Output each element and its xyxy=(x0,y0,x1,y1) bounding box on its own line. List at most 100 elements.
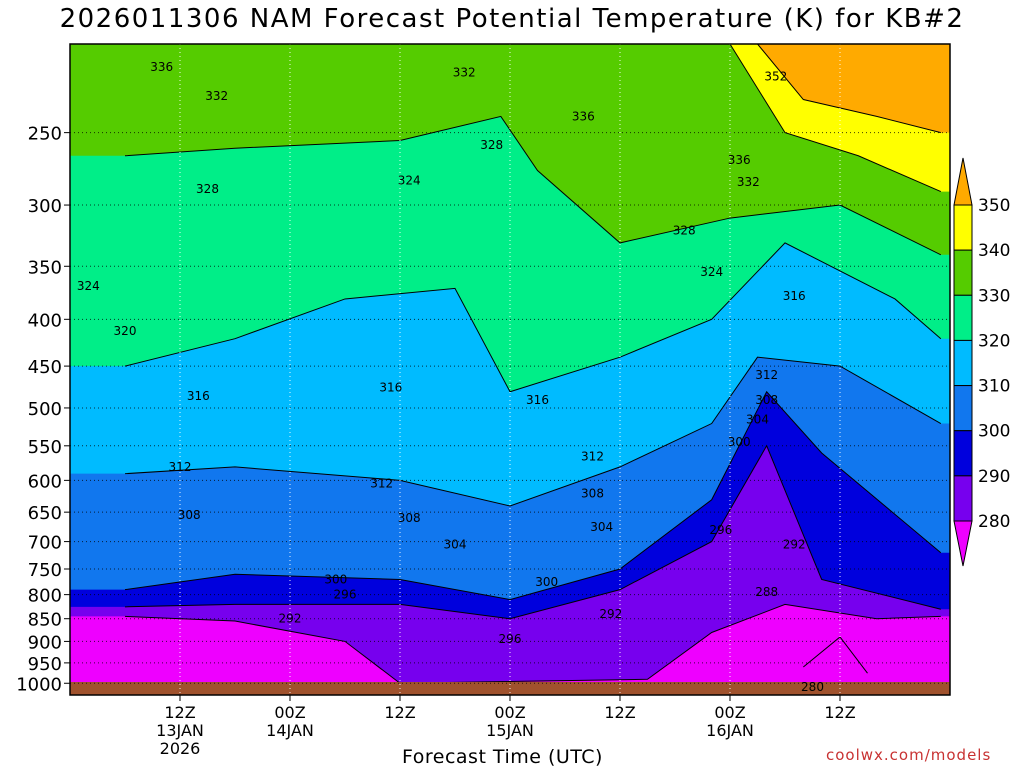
contour-label-31: 292 xyxy=(783,537,806,551)
contour-label-28: 304 xyxy=(444,537,467,551)
contour-label-23: 312 xyxy=(370,477,393,491)
colorbar-swatch-340 xyxy=(953,249,973,296)
colorbar-swatch-320 xyxy=(953,339,973,387)
contour-label-19: 308 xyxy=(755,393,778,407)
contour-label-4: 336 xyxy=(572,109,595,123)
contour-fills xyxy=(70,44,950,695)
contour-label-13: 316 xyxy=(783,289,806,303)
colorbar-label-290: 290 xyxy=(978,467,1010,487)
x-tick-label-0-1: 13JAN xyxy=(156,721,204,740)
source-credit[interactable]: coolwx.com/models xyxy=(826,746,992,764)
contour-label-7: 332 xyxy=(737,175,760,189)
contour-label-16: 316 xyxy=(379,381,402,395)
x-tick-label-5-0: 00Z xyxy=(714,703,745,722)
contour-label-text: 312 xyxy=(370,477,393,491)
contour-line-350 xyxy=(757,43,941,134)
contour-label-26: 308 xyxy=(398,511,421,525)
contour-label-text: 308 xyxy=(581,486,604,500)
x-tick-label-0-2: 2026 xyxy=(160,739,201,758)
contour-label-9: 324 xyxy=(398,173,421,187)
contour-label-6: 336 xyxy=(728,153,751,167)
contour-label-text: 316 xyxy=(526,393,549,407)
contour-label-5: 352 xyxy=(764,69,787,83)
contour-label-38: 296 xyxy=(499,632,522,646)
colorbar-label-320: 320 xyxy=(978,331,1010,351)
y-tick-label-900: 900 xyxy=(28,632,62,653)
contour-label-text: 288 xyxy=(755,585,778,599)
contour-label-20: 304 xyxy=(746,413,769,427)
grid-lines xyxy=(70,44,950,695)
contour-label-32: 300 xyxy=(324,572,347,586)
contour-label-14: 320 xyxy=(114,324,137,338)
x-tick-label-5-1: 16JAN xyxy=(706,721,754,740)
contour-label-text: 336 xyxy=(150,60,173,74)
contour-label-18: 312 xyxy=(755,368,778,382)
contour-label-text: 308 xyxy=(398,511,421,525)
contour-label-3: 328 xyxy=(480,138,503,152)
y-tick-label-250: 250 xyxy=(28,124,62,145)
contour-label-33: 296 xyxy=(334,588,357,602)
contour-label-text: 292 xyxy=(279,612,302,626)
contour-label-text: 296 xyxy=(334,588,357,602)
contour-label-11: 324 xyxy=(77,279,100,293)
contour-label-text: 316 xyxy=(783,289,806,303)
contour-label-8: 328 xyxy=(196,182,219,196)
colorbar-swatch-310 xyxy=(953,385,973,432)
contour-fill-350 xyxy=(70,44,950,133)
contour-line-288 xyxy=(124,603,941,684)
x-tick-label-6-0: 12Z xyxy=(824,703,855,722)
contour-label-text: 308 xyxy=(755,393,778,407)
y-tick-label-950: 950 xyxy=(28,654,62,675)
contour-label-34: 300 xyxy=(535,575,558,589)
y-tick-label-1000: 1000 xyxy=(16,674,62,695)
contour-label-text: 296 xyxy=(499,632,522,646)
contour-label-text: 300 xyxy=(535,575,558,589)
colorbar-swatch-330 xyxy=(953,294,973,341)
y-tick-label-500: 500 xyxy=(28,399,62,420)
y-tick-label-700: 700 xyxy=(28,533,62,554)
colorbar-label-310: 310 xyxy=(978,377,1010,397)
contour-fill-280 xyxy=(803,636,868,674)
contour-label-text: 296 xyxy=(709,523,732,537)
contour-label-text: 316 xyxy=(187,389,210,403)
y-tick-label-550: 550 xyxy=(28,437,62,458)
y-tick-label-850: 850 xyxy=(28,610,62,631)
contour-label-text: 324 xyxy=(77,279,100,293)
contour-label-29: 304 xyxy=(590,520,613,534)
y-axis: 2503003504004505005506006507007508008509… xyxy=(16,124,70,695)
contour-label-text: 324 xyxy=(700,265,723,279)
contour-label-text: 336 xyxy=(572,109,595,123)
colorbar: 350 340 330 320 310 300 290 280 xyxy=(953,157,1010,567)
y-tick-label-450: 450 xyxy=(28,357,62,378)
contour-label-27: 308 xyxy=(581,486,604,500)
contour-label-text: 324 xyxy=(398,173,421,187)
contour-label-35: 292 xyxy=(279,612,302,626)
contour-label-17: 316 xyxy=(526,393,549,407)
colorbar-swatch-300 xyxy=(953,430,973,477)
contour-label-24: 312 xyxy=(581,449,604,463)
chart-title: 2026011306 NAM Forecast Potential Temper… xyxy=(59,4,965,34)
contour-label-text: 328 xyxy=(480,138,503,152)
colorbar-label-300: 300 xyxy=(978,422,1010,442)
contour-lines xyxy=(124,43,942,684)
colorbar-label-340: 340 xyxy=(978,241,1010,261)
x-tick-label-1-0: 00Z xyxy=(274,703,305,722)
y-tick-label-650: 650 xyxy=(28,503,62,524)
x-axis-title: Forecast Time (UTC) xyxy=(402,746,603,768)
colorbar-label-330: 330 xyxy=(978,286,1010,306)
colorbar-swatch-350 xyxy=(953,204,973,251)
x-tick-label-0-0: 12Z xyxy=(164,703,195,722)
contour-label-text: 304 xyxy=(444,537,467,551)
contour-label-22: 312 xyxy=(169,460,192,474)
colorbar-extend-low xyxy=(953,520,973,567)
contour-label-text: 304 xyxy=(590,520,613,534)
contour-label-text: 300 xyxy=(324,572,347,586)
y-tick-label-350: 350 xyxy=(28,257,62,278)
x-tick-label-1-1: 14JAN xyxy=(266,721,314,740)
contour-label-25: 308 xyxy=(178,508,201,522)
contour-label-text: 300 xyxy=(728,435,751,449)
y-tick-label-600: 600 xyxy=(28,471,62,492)
y-tick-label-750: 750 xyxy=(28,560,62,581)
contour-label-text: 352 xyxy=(764,69,787,83)
